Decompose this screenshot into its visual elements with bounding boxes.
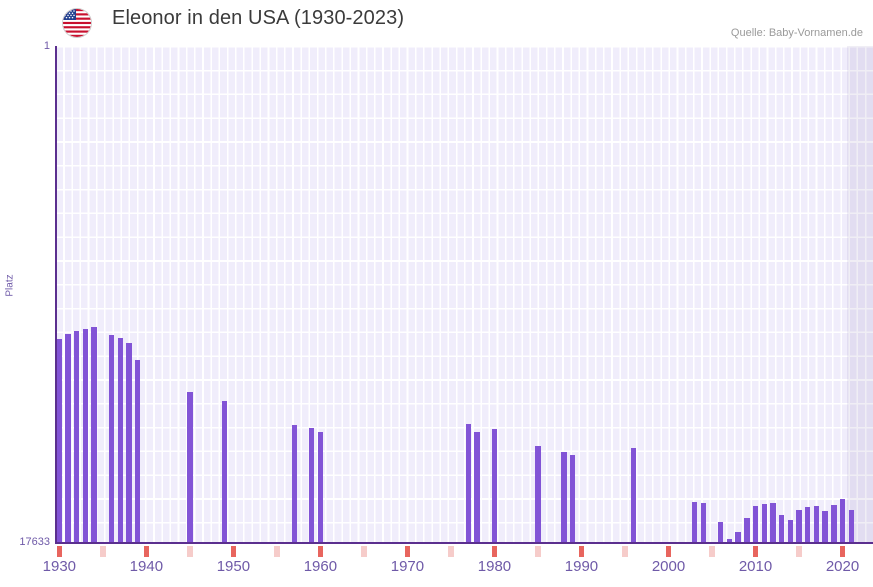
bar-1959[interactable] [309, 428, 315, 544]
us-flag-icon [62, 8, 92, 38]
bar-1978[interactable] [474, 432, 480, 544]
bar-1945[interactable] [187, 392, 193, 544]
bar-2019[interactable] [831, 505, 837, 544]
decade-tick-1960 [317, 546, 324, 557]
bar-1937[interactable] [117, 338, 123, 544]
bar-2017[interactable] [813, 506, 820, 544]
decade-tick-1985 [535, 546, 541, 557]
x-axis-tick-1990: 1990 [564, 558, 599, 575]
decade-tick-1945 [187, 546, 193, 557]
bar-2010[interactable] [752, 506, 759, 544]
bar-2014[interactable] [787, 520, 794, 544]
bar-1980[interactable] [491, 429, 498, 544]
x-axis-tick-2020: 2020 [825, 558, 860, 575]
source-attribution: Quelle: Baby-Vornamen.de [730, 27, 863, 39]
bar-1985[interactable] [535, 446, 541, 544]
y-axis-tick-bottom: 17633 [19, 536, 50, 548]
decade-tick-strip [55, 546, 873, 557]
bar-2009[interactable] [744, 518, 750, 544]
bar-2008[interactable] [735, 532, 741, 544]
forecast-shaded-region [846, 46, 873, 544]
bar-2020[interactable] [839, 499, 846, 544]
decade-tick-2000 [665, 546, 672, 557]
decade-tick-2020 [839, 546, 846, 557]
decade-tick-1975 [448, 546, 454, 557]
y-axis: 1 17633 Platz [0, 0, 51, 587]
y-axis-tick-top: 1 [43, 40, 50, 52]
bar-2015[interactable] [796, 510, 802, 544]
plot-area [55, 46, 873, 544]
bar-1930[interactable] [56, 339, 63, 544]
bar-1960[interactable] [317, 432, 324, 544]
decade-tick-1965 [361, 546, 367, 557]
decade-tick-1935 [100, 546, 106, 557]
decade-tick-1990 [578, 546, 585, 557]
x-axis-tick-1980: 1980 [477, 558, 512, 575]
bar-2004[interactable] [700, 503, 706, 544]
x-axis-ticks: 1930 1940 1950 1960 1970 1980 1990 2000 2010 2020 [43, 558, 873, 580]
bar-2016[interactable] [805, 507, 811, 544]
decade-tick-2005 [709, 546, 715, 557]
decade-tick-1995 [622, 546, 628, 557]
decade-tick-1930 [56, 546, 63, 557]
bar-2003[interactable] [691, 502, 698, 544]
chart-header: Eleonor in den USA (1930-2023) Quelle: B… [0, 0, 873, 44]
decade-tick-1940 [143, 546, 150, 557]
decade-tick-2015 [796, 546, 802, 557]
bar-2012[interactable] [770, 503, 776, 544]
x-axis-tick-1960: 1960 [303, 558, 338, 575]
x-axis-tick-1970: 1970 [390, 558, 425, 575]
decade-tick-1950 [230, 546, 237, 557]
x-axis-tick-1950: 1950 [216, 558, 251, 575]
bar-1977[interactable] [465, 424, 472, 544]
bar-2011[interactable] [761, 504, 767, 544]
y-axis-line [55, 46, 57, 544]
bar-1988[interactable] [561, 452, 567, 544]
x-axis-tick-1930: 1930 [42, 558, 77, 575]
bar-1989[interactable] [570, 455, 576, 544]
bar-1949[interactable] [221, 401, 228, 544]
decade-tick-1980 [491, 546, 498, 557]
bar-2006[interactable] [718, 522, 724, 544]
x-axis-tick-1940: 1940 [129, 558, 164, 575]
y-axis-title: Platz [4, 274, 16, 297]
x-axis-tick-2000: 2000 [651, 558, 686, 575]
bar-1936[interactable] [108, 335, 115, 544]
bar-1931[interactable] [65, 334, 71, 544]
bar-2018[interactable] [822, 511, 828, 544]
bar-1996[interactable] [630, 448, 637, 544]
x-axis-line [55, 542, 873, 544]
bar-1938[interactable] [126, 343, 132, 544]
bar-1957[interactable] [291, 425, 297, 544]
decade-tick-2010 [752, 546, 759, 557]
x-axis-tick-2010: 2010 [738, 558, 773, 575]
bar-2013[interactable] [778, 515, 785, 544]
bar-1934[interactable] [91, 327, 97, 544]
bar-1939[interactable] [134, 360, 141, 544]
bar-1933[interactable] [82, 329, 89, 544]
page-title: Eleonor in den USA (1930-2023) [112, 7, 405, 29]
bar-2007[interactable] [726, 539, 733, 544]
bar-2021[interactable] [848, 510, 854, 544]
bar-series [55, 46, 873, 544]
decade-tick-1970 [404, 546, 411, 557]
bar-1932[interactable] [74, 331, 80, 544]
decade-tick-1955 [274, 546, 280, 557]
